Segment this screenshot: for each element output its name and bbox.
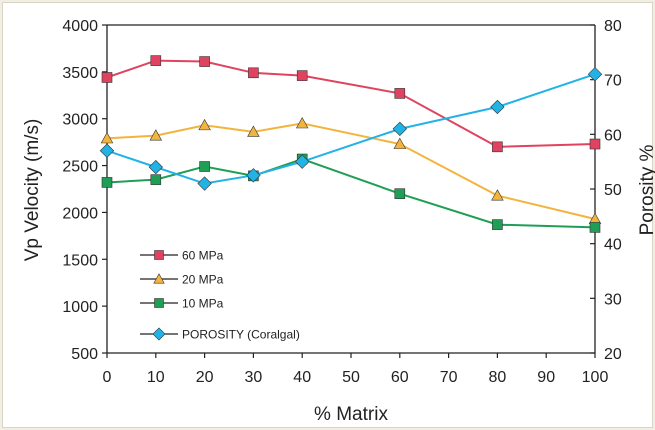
ticks: 0 10 20 30 40 50 60 70 80 90 100 500 1000 1500 2000 250… bbox=[62, 18, 621, 386]
legend-marker bbox=[154, 298, 164, 308]
y-axis-right-title: Porosity % bbox=[637, 144, 655, 235]
series-lines bbox=[106, 59, 596, 229]
data-point bbox=[101, 177, 113, 188]
x-tick-label: 40 bbox=[293, 369, 311, 386]
data-point bbox=[394, 88, 406, 99]
y-left-tick-label: 500 bbox=[71, 346, 98, 363]
x-tick-label: 50 bbox=[342, 369, 360, 386]
y-left-tick-label: 1500 bbox=[62, 252, 98, 269]
data-point bbox=[296, 70, 308, 81]
y-left-tick-label: 3500 bbox=[62, 65, 98, 82]
x-tick-label: 30 bbox=[245, 369, 263, 386]
y-right-tick-label: 50 bbox=[604, 182, 622, 199]
data-point bbox=[247, 125, 260, 137]
x-tick-label: 80 bbox=[489, 369, 507, 386]
series-line-2 bbox=[106, 157, 596, 229]
x-tick-label: 60 bbox=[391, 369, 409, 386]
series-line-1 bbox=[106, 122, 596, 220]
series-markers bbox=[99, 55, 603, 233]
data-point bbox=[198, 118, 211, 131]
x-tick-label: 100 bbox=[582, 369, 609, 386]
y-left-tick-label: 4000 bbox=[62, 18, 98, 35]
legend-label: 10 MPa bbox=[182, 297, 224, 311]
data-point bbox=[394, 188, 406, 199]
data-point bbox=[148, 159, 163, 175]
data-point bbox=[589, 222, 601, 233]
y-right-tick-label: 30 bbox=[604, 291, 622, 308]
data-point bbox=[199, 56, 210, 67]
y-right-tick-label: 80 bbox=[604, 18, 622, 35]
y-right-tick-label: 70 bbox=[604, 73, 622, 90]
series-line-3 bbox=[106, 73, 596, 185]
data-point bbox=[392, 121, 407, 137]
legend-label: 60 MPa bbox=[182, 249, 224, 263]
y-right-tick-label: 40 bbox=[604, 237, 622, 254]
data-point bbox=[101, 72, 113, 83]
data-point bbox=[393, 137, 407, 149]
y-right-tick-label: 20 bbox=[604, 346, 622, 363]
series-line-0 bbox=[106, 59, 596, 148]
data-point bbox=[589, 138, 601, 150]
data-point bbox=[587, 67, 603, 82]
legend-marker bbox=[152, 327, 166, 341]
data-point bbox=[492, 219, 503, 230]
legend-marker bbox=[154, 250, 164, 260]
data-point bbox=[100, 132, 114, 144]
legend: 60 MPa 20 MPa 10 MPa POROSITY (Coralgal) bbox=[140, 249, 300, 342]
x-tick-label: 0 bbox=[103, 369, 112, 386]
x-tick-label: 10 bbox=[147, 369, 165, 386]
data-point bbox=[99, 143, 115, 158]
data-point bbox=[199, 161, 210, 172]
data-point bbox=[246, 168, 261, 183]
y-right-tick-label: 60 bbox=[604, 127, 622, 144]
legend-label: POROSITY (Coralgal) bbox=[182, 328, 300, 342]
y-left-tick-label: 1000 bbox=[62, 299, 98, 316]
data-point bbox=[197, 176, 212, 191]
data-point bbox=[295, 117, 309, 129]
x-tick-label: 90 bbox=[537, 369, 555, 386]
x-tick-label: 70 bbox=[440, 369, 458, 386]
data-point bbox=[150, 174, 162, 185]
data-point bbox=[492, 141, 503, 153]
legend-label: 20 MPa bbox=[182, 273, 224, 287]
y-left-tick-label: 3000 bbox=[62, 112, 98, 129]
y-left-tick-label: 2500 bbox=[62, 159, 98, 176]
data-point bbox=[490, 99, 505, 115]
y-axis-left-title: Vp Velocity (m/s) bbox=[22, 119, 43, 262]
data-point bbox=[149, 129, 163, 141]
y-left-tick-label: 2000 bbox=[62, 205, 98, 222]
x-axis-title: % Matrix bbox=[314, 404, 388, 425]
legend-marker bbox=[153, 273, 165, 284]
data-point bbox=[295, 154, 310, 169]
axes bbox=[106, 24, 596, 354]
data-point bbox=[150, 55, 162, 66]
x-tick-label: 20 bbox=[196, 369, 214, 386]
data-point bbox=[248, 67, 259, 79]
data-point bbox=[491, 189, 504, 201]
